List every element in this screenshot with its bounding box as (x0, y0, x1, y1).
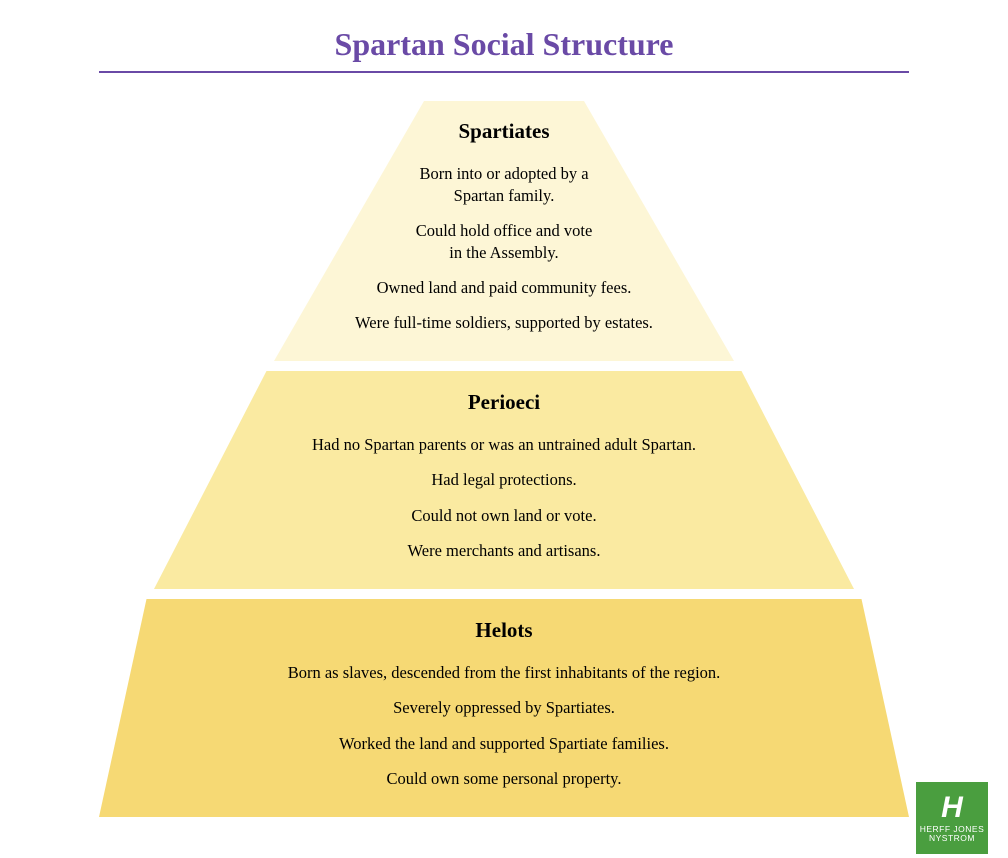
pyramid-diagram: Spartiates Born into or adopted by aSpart… (99, 101, 909, 817)
tier-content: Spartiates Born into or adopted by aSpart… (274, 101, 734, 361)
tier-content: Perioeci Had no Spartan parents or was an… (154, 371, 854, 589)
tier-title: Perioeci (468, 390, 540, 415)
tier-line: Worked the land and supported Spartiate … (339, 733, 669, 754)
pyramid-tier-perioeci: Perioeci Had no Spartan parents or was an… (154, 371, 854, 589)
publisher-logo: H HERFF JONES NYSTROM (916, 782, 988, 854)
tier-line: Born into or adopted by aSpartan family. (419, 163, 588, 206)
tier-content: Helots Born as slaves, descended from the… (99, 599, 909, 817)
tier-title: Spartiates (459, 119, 550, 144)
pyramid-tier-spartiates: Spartiates Born into or adopted by aSpart… (274, 101, 734, 361)
tier-line: Could own some personal property. (387, 768, 622, 789)
tier-line: Could hold office and votein the Assembl… (416, 220, 593, 263)
tier-title: Helots (475, 618, 532, 643)
tier-line: Were full-time soldiers, supported by es… (355, 312, 653, 333)
tier-line: Born as slaves, descended from the first… (288, 662, 721, 683)
tier-line: Were merchants and artisans. (408, 540, 601, 561)
logo-mark: H (941, 793, 963, 823)
title-rule (99, 71, 909, 73)
tier-line: Owned land and paid community fees. (377, 277, 632, 298)
tier-line: Severely oppressed by Spartiates. (393, 697, 615, 718)
tier-line: Could not own land or vote. (411, 505, 596, 526)
logo-line2: NYSTROM (929, 834, 975, 843)
pyramid-tier-helots: Helots Born as slaves, descended from the… (99, 599, 909, 817)
page-title: Spartan Social Structure (0, 26, 1008, 63)
tier-line: Had legal protections. (431, 469, 576, 490)
tier-line: Had no Spartan parents or was an untrain… (312, 434, 696, 455)
